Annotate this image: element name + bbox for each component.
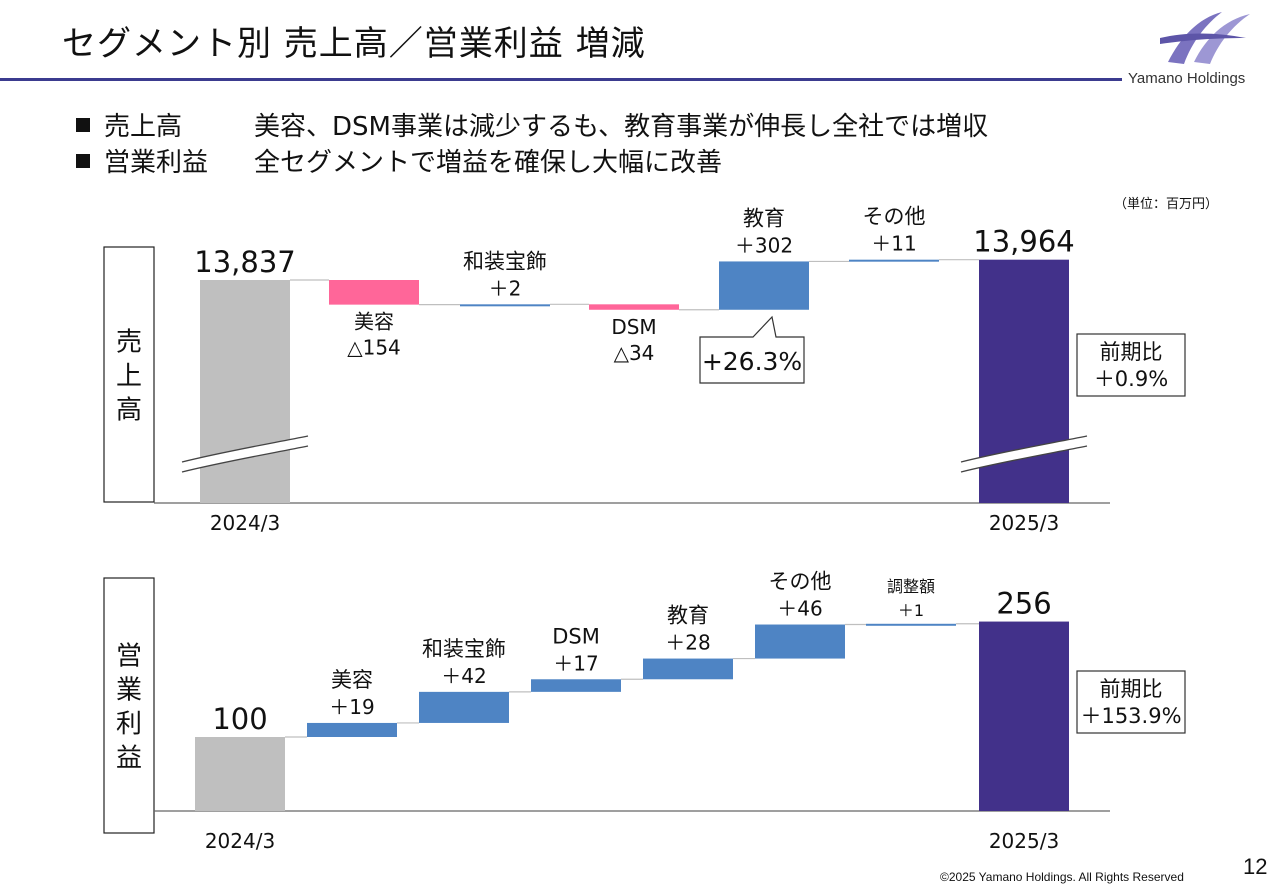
step-value-label: ＋17 — [553, 651, 598, 675]
axis-break-gap — [961, 436, 1087, 472]
step-value-label: ＋28 — [665, 631, 710, 655]
step-name-label: 教育 — [667, 604, 709, 628]
step-value-label: ＋302 — [735, 233, 793, 257]
logo-text: Yamano Holdings — [1128, 70, 1246, 87]
row-label-box — [103, 577, 155, 834]
bar-step-3 — [719, 261, 809, 310]
step-value-label: ＋1 — [898, 601, 924, 620]
step-name-label: DSM — [611, 315, 656, 339]
step-value-label: ＋42 — [441, 664, 486, 688]
step-name-label: その他 — [863, 205, 926, 229]
step-name-label: その他 — [769, 570, 832, 594]
bar-step-0 — [307, 722, 397, 737]
step-name-label: 美容 — [331, 668, 373, 692]
axis-break-gap — [182, 436, 308, 472]
bar-step-5 — [866, 623, 956, 626]
page-title: セグメント別 売上高／営業利益 増減 — [62, 24, 646, 64]
growth-callout-text: +26.3% — [702, 347, 802, 376]
bar-step-4 — [849, 259, 939, 262]
row-label-char: 益 — [116, 744, 142, 774]
bar-step-3 — [643, 658, 733, 680]
row-label-char: 高 — [116, 396, 142, 426]
growth-callout-box — [699, 315, 805, 384]
step-value-label: ＋46 — [777, 597, 822, 621]
copyright: ©2025 Yamano Holdings. All Rights Reserv… — [940, 870, 1184, 884]
bar-step-2 — [589, 304, 679, 310]
bar-end-total — [979, 259, 1069, 503]
bullet-text: 美容、DSM事業は減少するも、教育事業が伸長し全社では増収 — [254, 112, 989, 142]
axis-break-line — [181, 445, 309, 473]
end-category-label: 2025/3 — [989, 511, 1059, 535]
bullet-profit: 営業利益 全セグメントで増益を確保し大幅に改善 — [76, 142, 722, 179]
bar-start-total — [195, 737, 285, 811]
start-category-label: 2024/3 — [210, 511, 280, 535]
step-value-label: ＋11 — [871, 232, 916, 256]
bar-step-1 — [419, 691, 509, 723]
bullet-label: 営業利益 — [104, 148, 209, 178]
bullet-square-icon — [76, 154, 90, 168]
bar-step-2 — [531, 679, 621, 692]
yoy-box — [1076, 670, 1186, 734]
bullet-sales: 売上高 美容、DSM事業は減少するも、教育事業が伸長し全社では増収 — [76, 106, 988, 143]
row-label-box — [103, 246, 155, 503]
step-name-label: 教育 — [743, 206, 785, 230]
step-value-label: ＋2 — [489, 276, 522, 300]
end-value-label: 256 — [996, 587, 1051, 621]
axis-break-line — [960, 445, 1088, 473]
step-name-label: 和装宝飾 — [422, 637, 506, 661]
row-label-char: 利 — [116, 710, 142, 740]
bullet-square-icon — [76, 118, 90, 132]
axis-break-line — [181, 435, 309, 463]
step-name-label: DSM — [552, 624, 600, 648]
start-value-label: 13,837 — [194, 245, 295, 279]
yoy-value: ＋153.9% — [1080, 704, 1181, 728]
unit-note: （単位：百万円） — [1114, 197, 1219, 212]
step-value-label: ＋19 — [329, 695, 374, 719]
yoy-value: ＋0.9% — [1094, 367, 1168, 391]
step-name-label: 調整額 — [887, 577, 935, 596]
page-number: 12 — [1243, 854, 1268, 879]
row-label-char: 上 — [116, 362, 142, 392]
step-value-label: △34 — [614, 341, 655, 365]
yoy-label: 前期比 — [1100, 677, 1163, 701]
title-rule — [0, 78, 1122, 81]
end-value-label: 13,964 — [973, 225, 1074, 259]
company-logo — [1160, 12, 1250, 64]
bar-step-4 — [755, 624, 845, 659]
step-name-label: 和装宝飾 — [463, 249, 547, 273]
bullet-text: 全セグメントで増益を確保し大幅に改善 — [254, 148, 723, 178]
step-value-label: △154 — [347, 336, 401, 360]
row-label-char: 売 — [116, 328, 142, 358]
bar-step-1 — [460, 304, 550, 307]
row-label-char: 業 — [116, 676, 142, 706]
step-name-label: 美容 — [354, 310, 394, 334]
yoy-label: 前期比 — [1100, 340, 1163, 364]
start-category-label: 2024/3 — [205, 829, 275, 853]
bar-start-total — [200, 280, 290, 503]
end-category-label: 2025/3 — [989, 829, 1059, 853]
yoy-box — [1076, 333, 1186, 397]
row-label-char: 営 — [116, 642, 142, 672]
bar-step-0 — [329, 280, 419, 305]
bar-end-total — [979, 621, 1069, 811]
start-value-label: 100 — [212, 702, 267, 736]
bullet-label: 売上高 — [104, 112, 183, 142]
axis-break-line — [960, 435, 1088, 463]
